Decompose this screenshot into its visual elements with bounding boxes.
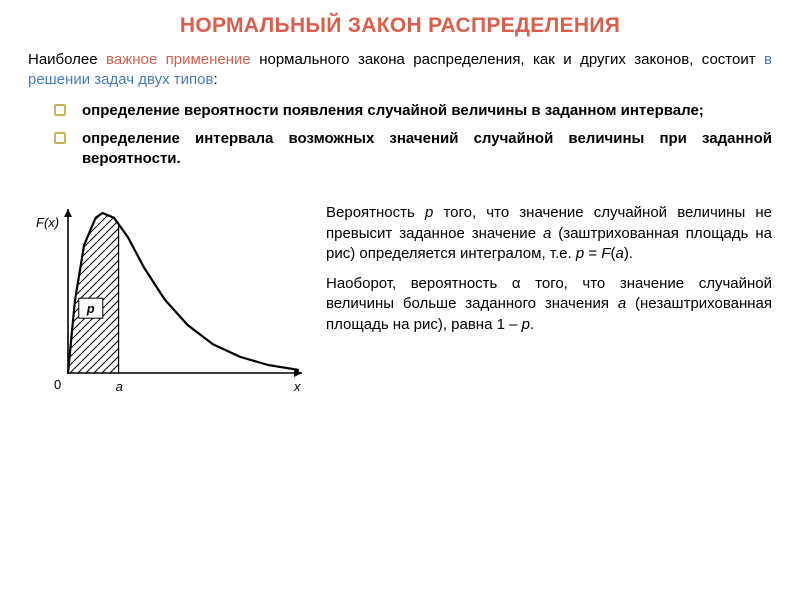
- svg-text:0: 0: [54, 377, 61, 392]
- bullet-item: определение вероятности появления случай…: [54, 101, 772, 121]
- svg-text:x: x: [293, 379, 301, 394]
- svg-text:a: a: [116, 379, 123, 394]
- svg-text:p: p: [86, 301, 95, 316]
- distribution-chart: F(x) x 0 a p: [28, 203, 308, 403]
- paragraph-probability-alpha: Наоборот, вероятность α того, что значен…: [326, 274, 772, 335]
- bullet-item: определение интервала возможных значений…: [54, 129, 772, 170]
- bullet-list: определение вероятности появления случай…: [54, 101, 772, 178]
- chart-area: F(x) x 0 a p: [28, 203, 308, 582]
- intro-paragraph: Наиболее важное применение нормального з…: [28, 50, 772, 91]
- intro-pre: Наиболее: [28, 51, 106, 68]
- svg-text:F(x): F(x): [36, 215, 59, 230]
- paragraph-probability-p: Вероятность p того, что значение случайн…: [326, 203, 772, 264]
- intro-highlight-1: важное применение: [106, 51, 251, 68]
- intro-mid: нормального закона распределения, как и …: [251, 51, 764, 68]
- intro-post: :: [213, 71, 217, 88]
- page-title: НОРМАЛЬНЫЙ ЗАКОН РАСПРЕДЕЛЕНИЯ: [28, 14, 772, 38]
